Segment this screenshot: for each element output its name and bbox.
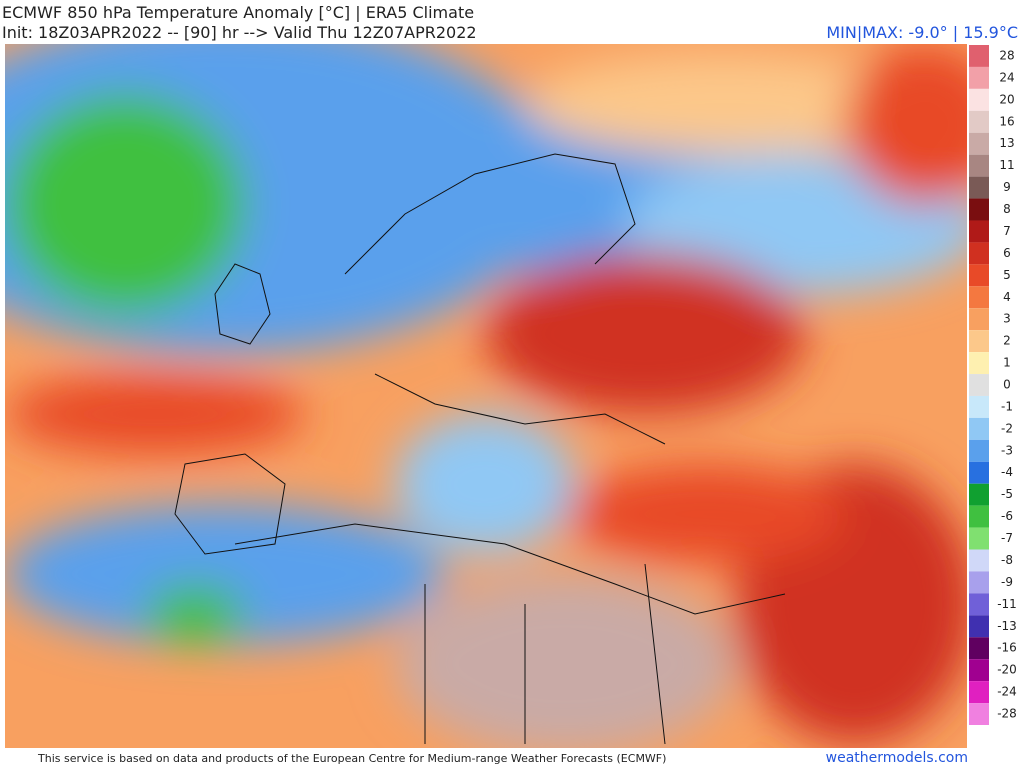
color-swatch [969,132,989,155]
color-swatch [969,154,989,177]
color-swatch [969,308,989,331]
level-label: -5 [1001,487,1013,501]
color-swatch [969,417,989,440]
title: ECMWF 850 hPa Temperature Anomaly [°C] |… [2,3,475,22]
level-label: -11 [997,597,1017,611]
level-label: 9 [1003,180,1011,194]
color-swatch [969,571,989,594]
level-label: -9 [1001,575,1013,589]
color-swatch [969,242,989,265]
level-label: 6 [1003,246,1011,260]
credit: This service is based on data and produc… [38,752,667,765]
level-label: 0 [1003,378,1011,392]
level-label: 13 [999,136,1014,150]
level-label: -3 [1001,443,1013,457]
level-label: -28 [997,707,1017,721]
level-label: -2 [1001,421,1013,435]
color-swatch [969,505,989,528]
level-label: -8 [1001,553,1013,567]
level-label: 5 [1003,268,1011,282]
color-swatch [969,66,989,89]
colorbar: 28 24 20 16 13 11 9 8 7 6 5 4 3 2 1 0 -1 -2 -3 -4 -5 -6 -7 -8 -9… [969,45,1017,725]
level-label: 2 [1003,334,1011,348]
color-swatch [969,198,989,221]
level-label: -7 [1001,531,1013,545]
color-swatch [969,461,989,484]
color-swatch [969,110,989,133]
color-swatch [969,352,989,375]
level-label: 24 [999,70,1014,84]
color-swatch [969,681,989,704]
level-label: 7 [1003,224,1011,238]
level-label: 8 [1003,202,1011,216]
color-swatch [969,593,989,616]
level-label: -4 [1001,465,1013,479]
level-label: -24 [997,685,1017,699]
color-swatch [969,220,989,243]
map [5,44,967,748]
level-label: 11 [999,158,1014,172]
color-swatch [969,703,989,725]
level-label: -13 [997,619,1017,633]
level-label: 20 [999,92,1014,106]
color-swatch [969,264,989,287]
level-label: 1 [1003,356,1011,370]
level-label: 4 [1003,290,1011,304]
color-swatch [969,395,989,418]
color-swatch [969,88,989,111]
color-swatch [969,286,989,309]
color-swatch [969,330,989,353]
level-label: -6 [1001,509,1013,523]
level-label: -20 [997,663,1017,677]
init-line: Init: 18Z03APR2022 -- [90] hr --> Valid … [2,23,477,42]
color-swatch [969,483,989,506]
color-swatch [969,374,989,396]
color-swatch [969,659,989,682]
color-swatch [969,176,989,199]
level-label: 3 [1003,312,1011,326]
level-label: 28 [999,48,1014,62]
color-swatch [969,527,989,550]
level-label: -1 [1001,399,1013,413]
level-label: -16 [997,641,1017,655]
level-label: 16 [999,114,1014,128]
min-max: MIN|MAX: -9.0° | 15.9°C [826,23,1018,42]
color-swatch [969,45,989,67]
color-swatch [969,549,989,572]
color-swatch [969,439,989,462]
site: weathermodels.com [825,750,968,766]
color-swatch [969,637,989,660]
color-swatch [969,615,989,638]
